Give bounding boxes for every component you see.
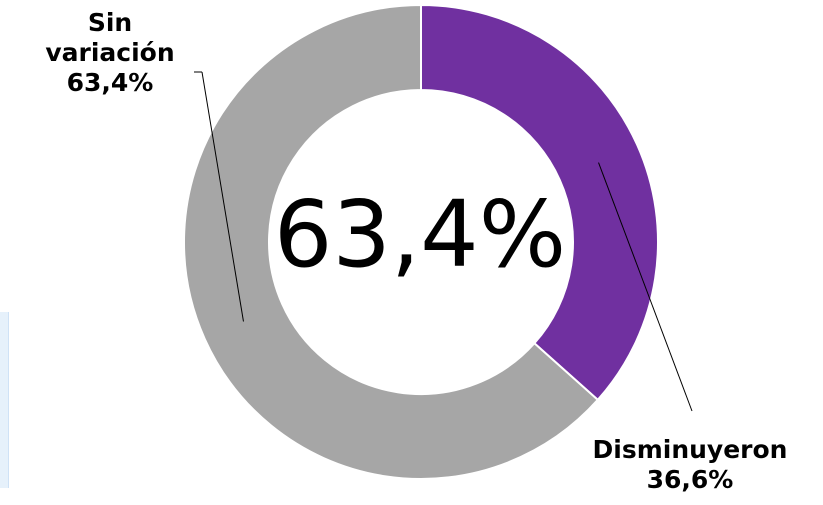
label-disminuyeron-value: 36,6% (646, 465, 734, 494)
donut-slice-0 (420, 3, 659, 402)
label-disminuyeron-line1: Disminuyeron (592, 435, 788, 464)
center-value-label: 63,4% (273, 181, 567, 288)
label-disminuyeron: Disminuyeron 36,6% (560, 435, 820, 495)
label-sin-variacion-line2: variación (45, 38, 175, 67)
leader-line-sin-variacion (201, 71, 244, 322)
label-sin-variacion-value: 63,4% (66, 68, 154, 97)
donut-slice-1 (183, 3, 600, 480)
label-sin-variacion: Sin variación 63,4% (20, 8, 200, 98)
label-sin-variacion-line1: Sin (87, 8, 133, 37)
leader-line-disminuyeron (598, 162, 693, 412)
left-edge-panel (0, 312, 9, 488)
